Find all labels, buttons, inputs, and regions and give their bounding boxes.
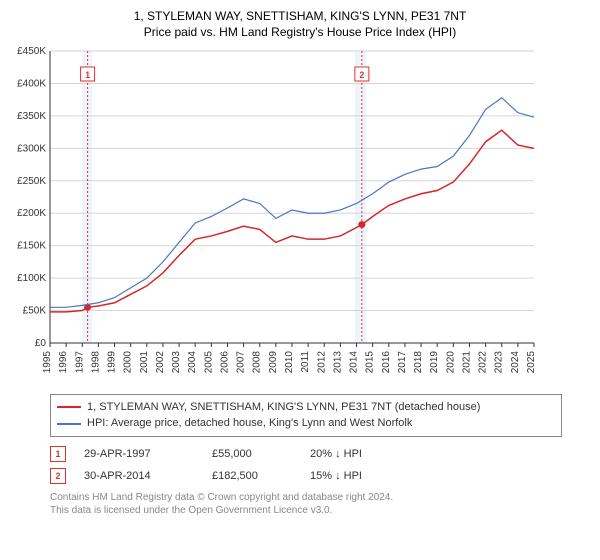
svg-text:2012: 2012 <box>316 350 327 373</box>
legend-swatch <box>57 406 81 408</box>
legend-item: HPI: Average price, detached house, King… <box>57 415 555 432</box>
svg-text:2013: 2013 <box>332 350 343 373</box>
svg-text:£50K: £50K <box>23 305 47 316</box>
svg-text:£350K: £350K <box>17 111 46 122</box>
svg-text:2004: 2004 <box>187 350 198 373</box>
svg-text:2: 2 <box>359 70 364 80</box>
footer-line2: This data is licensed under the Open Gov… <box>50 504 562 517</box>
legend-label: HPI: Average price, detached house, King… <box>87 415 412 432</box>
transaction-table: 1 29-APR-1997 £55,000 20% ↓ HPI 2 30-APR-2014… <box>50 443 562 487</box>
chart-area: £0 £50K £100K £150K £200K £250K £300K £350K £400… <box>8 45 592 390</box>
svg-text:2017: 2017 <box>397 350 408 373</box>
legend: 1, STYLEMAN WAY, SNETTISHAM, KING'S LYNN… <box>50 394 562 437</box>
svg-text:2007: 2007 <box>236 350 247 373</box>
transaction-date: 29-APR-1997 <box>84 448 194 460</box>
svg-text:£0: £0 <box>35 338 47 349</box>
svg-text:£100K: £100K <box>17 273 46 284</box>
svg-text:2024: 2024 <box>510 350 521 373</box>
transaction-row: 1 29-APR-1997 £55,000 20% ↓ HPI <box>50 443 562 465</box>
svg-text:£200K: £200K <box>17 208 46 219</box>
svg-text:2010: 2010 <box>284 350 295 373</box>
footer-attribution: Contains HM Land Registry data © Crown c… <box>50 491 562 517</box>
chart-title-line2: Price paid vs. HM Land Registry's House … <box>8 25 592 39</box>
svg-text:2015: 2015 <box>365 350 376 373</box>
chart-container: 1, STYLEMAN WAY, SNETTISHAM, KING'S LYNN… <box>0 0 600 521</box>
svg-text:2022: 2022 <box>478 350 489 373</box>
svg-text:2016: 2016 <box>381 350 392 373</box>
transaction-marker: 2 <box>50 468 66 484</box>
svg-text:2002: 2002 <box>155 350 166 373</box>
legend-swatch <box>57 423 81 425</box>
svg-text:2021: 2021 <box>461 350 472 373</box>
svg-text:2018: 2018 <box>413 350 424 373</box>
svg-text:2020: 2020 <box>445 350 456 373</box>
transaction-change: 15% ↓ HPI <box>310 470 400 482</box>
svg-text:2009: 2009 <box>268 350 279 373</box>
svg-text:2003: 2003 <box>171 350 182 373</box>
transaction-price: £182,500 <box>212 470 292 482</box>
svg-text:2011: 2011 <box>300 350 311 372</box>
svg-text:£450K: £450K <box>17 46 46 57</box>
svg-text:£150K: £150K <box>17 240 46 251</box>
svg-text:2006: 2006 <box>219 350 230 373</box>
legend-item: 1, STYLEMAN WAY, SNETTISHAM, KING'S LYNN… <box>57 399 555 416</box>
svg-text:2005: 2005 <box>203 350 214 373</box>
transaction-date: 30-APR-2014 <box>84 470 194 482</box>
svg-text:1: 1 <box>85 70 90 80</box>
transaction-price: £55,000 <box>212 448 292 460</box>
svg-text:2025: 2025 <box>526 350 537 373</box>
svg-text:£400K: £400K <box>17 78 46 89</box>
legend-label: 1, STYLEMAN WAY, SNETTISHAM, KING'S LYNN… <box>87 399 480 416</box>
svg-text:2000: 2000 <box>123 350 134 373</box>
svg-text:£250K: £250K <box>17 176 46 187</box>
svg-text:2023: 2023 <box>494 350 505 373</box>
svg-text:1995: 1995 <box>42 350 53 373</box>
svg-text:2019: 2019 <box>429 350 440 373</box>
line-chart-svg: £0 £50K £100K £150K £200K £250K £300K £350K £400… <box>8 45 548 385</box>
svg-text:2014: 2014 <box>349 350 360 373</box>
transaction-marker: 1 <box>50 446 66 462</box>
svg-text:2008: 2008 <box>252 350 263 373</box>
chart-title-line1: 1, STYLEMAN WAY, SNETTISHAM, KING'S LYNN… <box>8 8 592 25</box>
svg-text:1997: 1997 <box>74 350 85 373</box>
footer-line1: Contains HM Land Registry data © Crown c… <box>50 491 562 504</box>
transaction-row: 2 30-APR-2014 £182,500 15% ↓ HPI <box>50 465 562 487</box>
transaction-change: 20% ↓ HPI <box>310 448 400 460</box>
svg-text:2001: 2001 <box>139 350 150 373</box>
svg-text:£300K: £300K <box>17 143 46 154</box>
svg-text:1998: 1998 <box>90 350 101 373</box>
svg-text:1999: 1999 <box>107 350 118 373</box>
svg-text:1996: 1996 <box>58 350 69 373</box>
